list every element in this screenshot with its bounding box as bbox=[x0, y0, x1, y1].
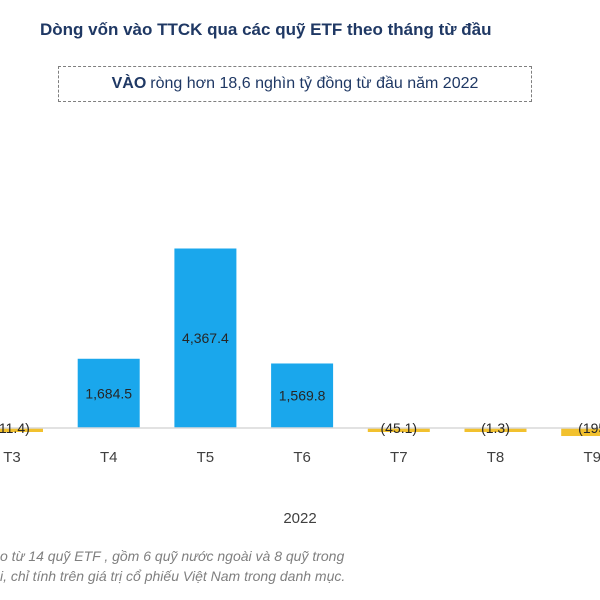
bar-t5 bbox=[174, 248, 237, 428]
tick-label-t9: T9 bbox=[583, 449, 600, 466]
data-label-t7: (45.1) bbox=[381, 420, 418, 436]
tick-label-t7: T7 bbox=[390, 449, 408, 466]
footnote-line-1: o từ 14 quỹ ETF , gồm 6 quỹ nước ngoài v… bbox=[0, 548, 345, 564]
data-label-t3: (11.4) bbox=[0, 420, 30, 436]
tick-label-t8: T8 bbox=[487, 449, 505, 466]
tick-label-t4: T4 bbox=[100, 449, 118, 466]
tick-label-t5: T5 bbox=[197, 449, 215, 466]
bar-t3 bbox=[0, 428, 43, 432]
data-label-t5: 4,367.4 bbox=[182, 330, 229, 346]
bar-t6 bbox=[271, 363, 334, 428]
x-axis-title: 2022 bbox=[283, 510, 316, 527]
bar-t7 bbox=[367, 428, 430, 432]
data-label-t9: (195 bbox=[578, 420, 600, 436]
data-label-t8: (1.3) bbox=[481, 420, 510, 436]
bar-t4 bbox=[77, 358, 140, 428]
data-label-t6: 1,569.8 bbox=[279, 388, 326, 404]
bar-t9 bbox=[561, 428, 600, 437]
tick-label-t3: T3 bbox=[3, 449, 21, 466]
subtitle-text: ròng hơn 18,6 nghìn tỷ đồng từ đầu năm 2… bbox=[150, 75, 479, 92]
footnote-line-2: i, chỉ tính trên giá trị cổ phiếu Việt N… bbox=[0, 568, 346, 584]
subtitle-lead: VÀO bbox=[111, 75, 147, 92]
tick-label-t6: T6 bbox=[293, 449, 311, 466]
chart-subtitle: VÀO ròng hơn 18,6 nghìn tỷ đồng từ đầu n… bbox=[58, 66, 532, 102]
data-label-t4: 1,684.5 bbox=[85, 385, 132, 401]
chart-title: Dòng vốn vào TTCK qua các quỹ ETF theo t… bbox=[40, 20, 492, 39]
bar-t8 bbox=[464, 428, 527, 432]
